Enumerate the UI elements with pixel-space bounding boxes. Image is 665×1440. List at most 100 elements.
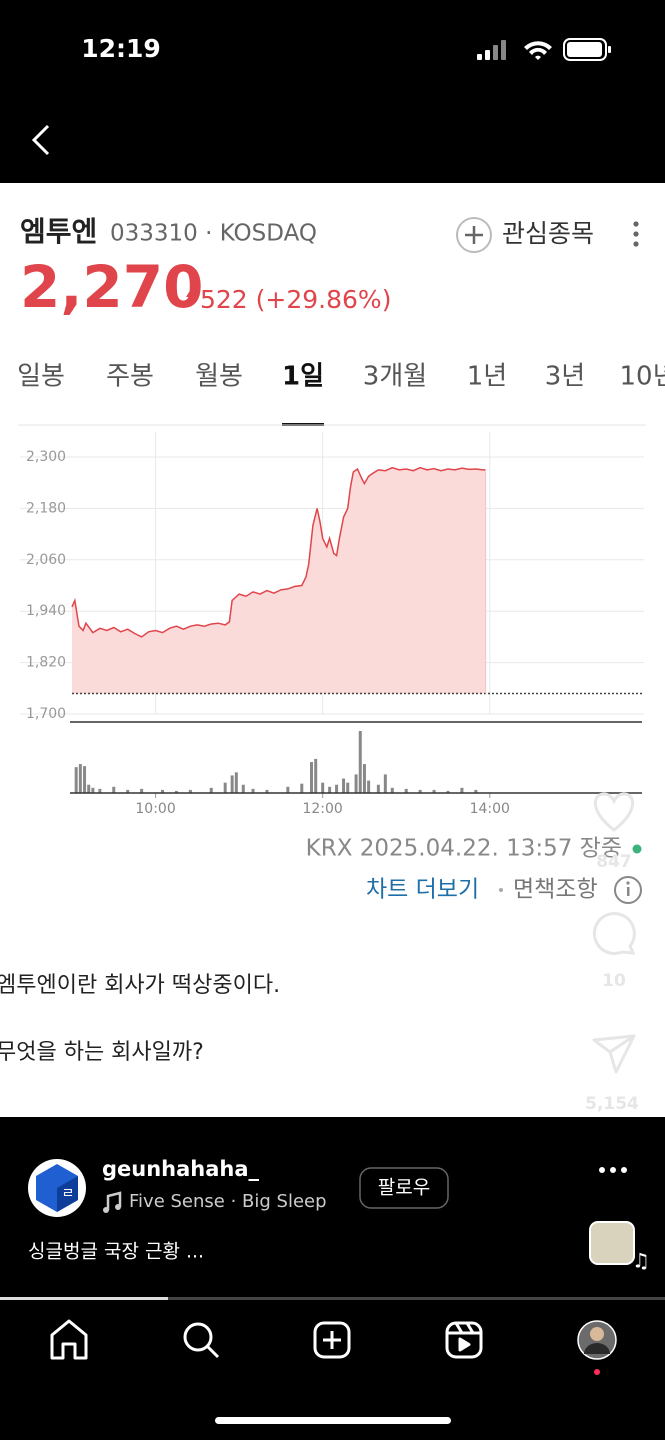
svg-text:♫: ♫ xyxy=(632,1249,650,1273)
volume-bar xyxy=(346,782,350,793)
disclaimer-link[interactable]: 면책조항 xyxy=(513,877,598,903)
period-tab[interactable]: 월봉 xyxy=(195,362,243,392)
nav-reels[interactable] xyxy=(445,1321,483,1359)
follow-button[interactable] xyxy=(359,1167,449,1209)
volume-bar xyxy=(91,787,95,793)
volume-bar xyxy=(390,787,394,793)
volume-bar xyxy=(140,788,144,793)
volume-bar xyxy=(474,789,478,793)
more-menu[interactable] xyxy=(633,221,639,247)
volume-bar xyxy=(87,784,91,793)
period-tab[interactable]: 3년 xyxy=(545,362,585,392)
x-tick-label: 12:00 xyxy=(302,801,342,817)
status-time: 12:19 xyxy=(81,34,161,63)
price-line xyxy=(71,466,486,638)
y-tick-label: 2,300 xyxy=(26,449,66,465)
nav-create[interactable] xyxy=(313,1321,351,1359)
live-dot xyxy=(632,844,642,854)
comment-button[interactable] xyxy=(592,912,636,955)
volume-bar xyxy=(314,758,318,793)
nav-home[interactable] xyxy=(50,1319,88,1360)
x-tick-label: 10:00 xyxy=(135,801,175,817)
comment-count: 10 xyxy=(602,971,626,991)
stock-code: 033310 · KOSDAQ xyxy=(110,221,317,247)
y-tick-label: 2,060 xyxy=(26,552,66,568)
watch-button[interactable]: 관심종목 xyxy=(456,217,594,253)
volume-bar xyxy=(342,778,346,793)
avatar[interactable]: ㄹ xyxy=(28,1159,86,1217)
volume-bar xyxy=(223,782,227,793)
volume-bar xyxy=(234,772,238,793)
volume-bar xyxy=(376,784,380,793)
share-button[interactable] xyxy=(592,1034,636,1074)
x-tick-label: 14:00 xyxy=(470,801,510,817)
volume-bar xyxy=(161,789,165,793)
progress-track xyxy=(0,1297,665,1300)
volume-bar xyxy=(358,731,362,793)
separator xyxy=(499,888,503,892)
volume-bar xyxy=(404,788,408,793)
volume-bar xyxy=(74,767,78,793)
volume-bar xyxy=(432,789,436,793)
volume-bar xyxy=(188,789,192,793)
volume-bar xyxy=(300,783,304,793)
volume-bar xyxy=(98,788,102,793)
volume-bar xyxy=(362,764,366,793)
status-icons xyxy=(477,38,611,61)
volume-bar xyxy=(286,786,290,793)
watch-label[interactable]: 관심종목 xyxy=(502,219,594,248)
volume-bar xyxy=(446,790,450,793)
period-tab[interactable]: 3개월 xyxy=(363,362,427,392)
stock-price: 2,270 xyxy=(20,253,203,321)
username[interactable]: geunhahaha_ xyxy=(102,1157,260,1181)
reel-menu[interactable] xyxy=(599,1167,627,1173)
volume-bar xyxy=(310,762,314,793)
y-tick-label: 1,820 xyxy=(26,655,66,671)
volume-bar xyxy=(78,764,82,793)
period-tab[interactable]: 1일 xyxy=(282,362,324,392)
period-tab[interactable]: 10년 xyxy=(619,362,665,392)
volume-bar xyxy=(367,780,371,793)
music-icon xyxy=(106,1191,122,1210)
y-tick-label: 2,180 xyxy=(26,500,66,516)
volume-bar xyxy=(174,790,178,793)
chart-more-link[interactable]: 차트 더보기 xyxy=(366,877,479,903)
period-tab[interactable]: 일봉 xyxy=(17,362,65,392)
volume-bar xyxy=(83,766,87,793)
like-button[interactable] xyxy=(594,792,634,832)
stock-name: 엠투엔 xyxy=(20,215,97,248)
home-indicator xyxy=(215,1417,451,1424)
chart-source: KRX 2025.04.22. 13:57 장중 xyxy=(306,836,622,862)
svg-text:ㄹ: ㄹ xyxy=(62,1186,75,1202)
period-tab[interactable]: 주봉 xyxy=(106,362,154,392)
reel-caption[interactable]: 싱글벙글 국장 근황 ... xyxy=(28,1241,204,1263)
volume-bar xyxy=(251,788,255,793)
caption-line: 엠투엔이란 회사가 떡상중이다. xyxy=(0,973,280,998)
progress-fill xyxy=(0,1297,168,1300)
back-button[interactable] xyxy=(31,124,50,156)
like-count: 847 xyxy=(596,852,632,872)
volume-bar xyxy=(354,774,358,793)
volume-bar xyxy=(241,784,245,793)
nav-search[interactable] xyxy=(183,1322,220,1359)
follow-label[interactable]: 팔로우 xyxy=(378,1177,430,1199)
audio-thumbnail[interactable]: ♫ xyxy=(589,1221,650,1273)
y-tick-label: 1,940 xyxy=(26,603,66,619)
volume-bar xyxy=(460,787,464,793)
info-icon[interactable] xyxy=(614,876,642,904)
nav-profile[interactable] xyxy=(577,1320,617,1375)
audio-name[interactable]: Five Sense · Big Sleep xyxy=(129,1191,327,1212)
volume-bar xyxy=(209,787,213,793)
volume-bar xyxy=(328,786,332,793)
y-tick-label: 1,700 xyxy=(26,706,66,722)
volume-bar xyxy=(335,784,339,793)
volume-bar xyxy=(230,775,234,793)
volume-bar xyxy=(418,789,422,793)
period-tab[interactable]: 1년 xyxy=(467,362,507,392)
volume-bar xyxy=(112,786,116,793)
price-area xyxy=(72,467,486,694)
volume-bar xyxy=(321,782,325,793)
stock-change: 522 (+29.86%) xyxy=(200,285,391,314)
